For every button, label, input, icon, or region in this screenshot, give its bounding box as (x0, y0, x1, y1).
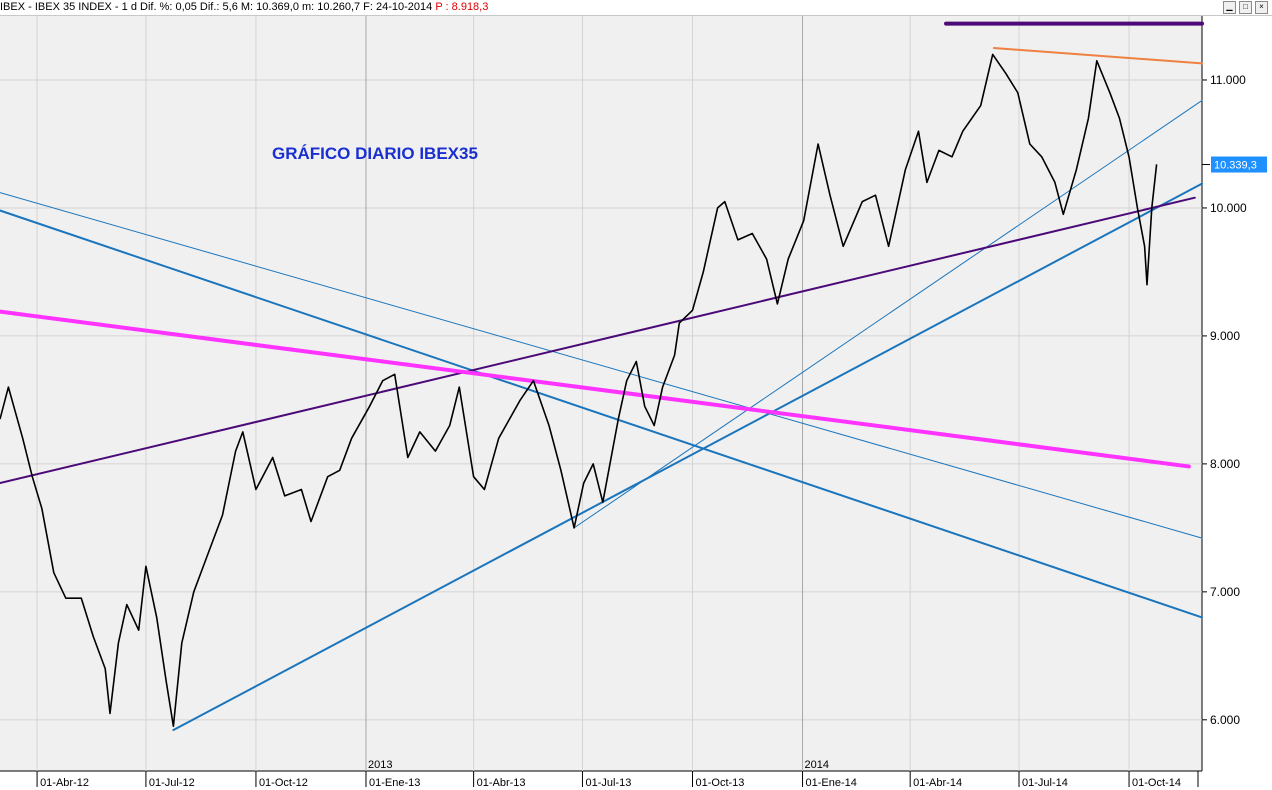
maximize-button[interactable]: □ (1239, 1, 1252, 14)
x-tick-label: 01-Abr-12 (40, 777, 89, 789)
trendlines (0, 21, 1204, 732)
y-tick-label: 7.000 (1210, 585, 1240, 599)
last-price-box (1211, 156, 1267, 173)
window-title: IBEX - IBEX 35 INDEX - 1 d Dif. %: 0,05 … (0, 1, 433, 13)
y-tick-label: 9.000 (1210, 329, 1240, 343)
trendline (0, 209, 1203, 619)
x-tick-label: 01-Jul-13 (585, 777, 631, 789)
grid-lines (0, 16, 1202, 771)
x-tick-label: 01-Abr-14 (913, 777, 962, 789)
time-axis: 01-Abr-12 01-Jul-12 01-Oct-12 01-Ene-13 01-A… (36, 759, 1199, 789)
y-tick-label: 8.000 (1210, 457, 1240, 471)
last-price-label: 10.339,3 (1214, 160, 1257, 172)
close-button[interactable]: × (1255, 1, 1268, 14)
trendline (0, 196, 1196, 485)
year-label: 2014 (805, 759, 829, 771)
trendline (992, 46, 1203, 65)
window-title-extra: P : 8.918,3 (435, 1, 489, 13)
last-price-marker: 10.339,3 (1202, 156, 1267, 173)
x-tick-label: 01-Ene-14 (806, 777, 857, 789)
price-series-line (0, 53, 1158, 728)
ibex35-price-chart: GRÁFICO DIARIO IBEX35 6.000 7.000 8.000 9.0… (0, 16, 1267, 789)
y-tick-label: 10.000 (1210, 201, 1247, 215)
plot-area (0, 16, 1202, 771)
chart-title: GRÁFICO DIARIO IBEX35 (272, 144, 478, 163)
x-tick-label: 01-Jul-14 (1022, 777, 1068, 789)
minimize-button[interactable]: ▁ (1223, 1, 1236, 14)
x-tick-label: 01-Oct-13 (695, 777, 744, 789)
trendline (0, 309, 1191, 469)
price-axis: 6.000 7.000 8.000 9.000 10.000 11.000 (1202, 73, 1247, 727)
x-tick-label: 01-Abr-13 (477, 777, 526, 789)
y-tick-label: 11.000 (1210, 73, 1246, 87)
x-tick-label: 01-Oct-12 (259, 777, 308, 789)
x-tick-label: 01-Ene-13 (369, 777, 420, 789)
year-label: 2013 (368, 759, 392, 771)
window-title-bar: IBEX - IBEX 35 INDEX - 1 d Dif. %: 0,05 … (0, 0, 1272, 16)
trendline (573, 99, 1203, 529)
x-tick-label: 01-Jul-12 (149, 777, 195, 789)
y-tick-label: 6.000 (1210, 713, 1240, 727)
trendline (172, 182, 1203, 732)
window-controls: ▁ □ × (1223, 1, 1268, 14)
trendline (0, 192, 1203, 539)
x-tick-label: 01-Oct-14 (1132, 777, 1181, 789)
